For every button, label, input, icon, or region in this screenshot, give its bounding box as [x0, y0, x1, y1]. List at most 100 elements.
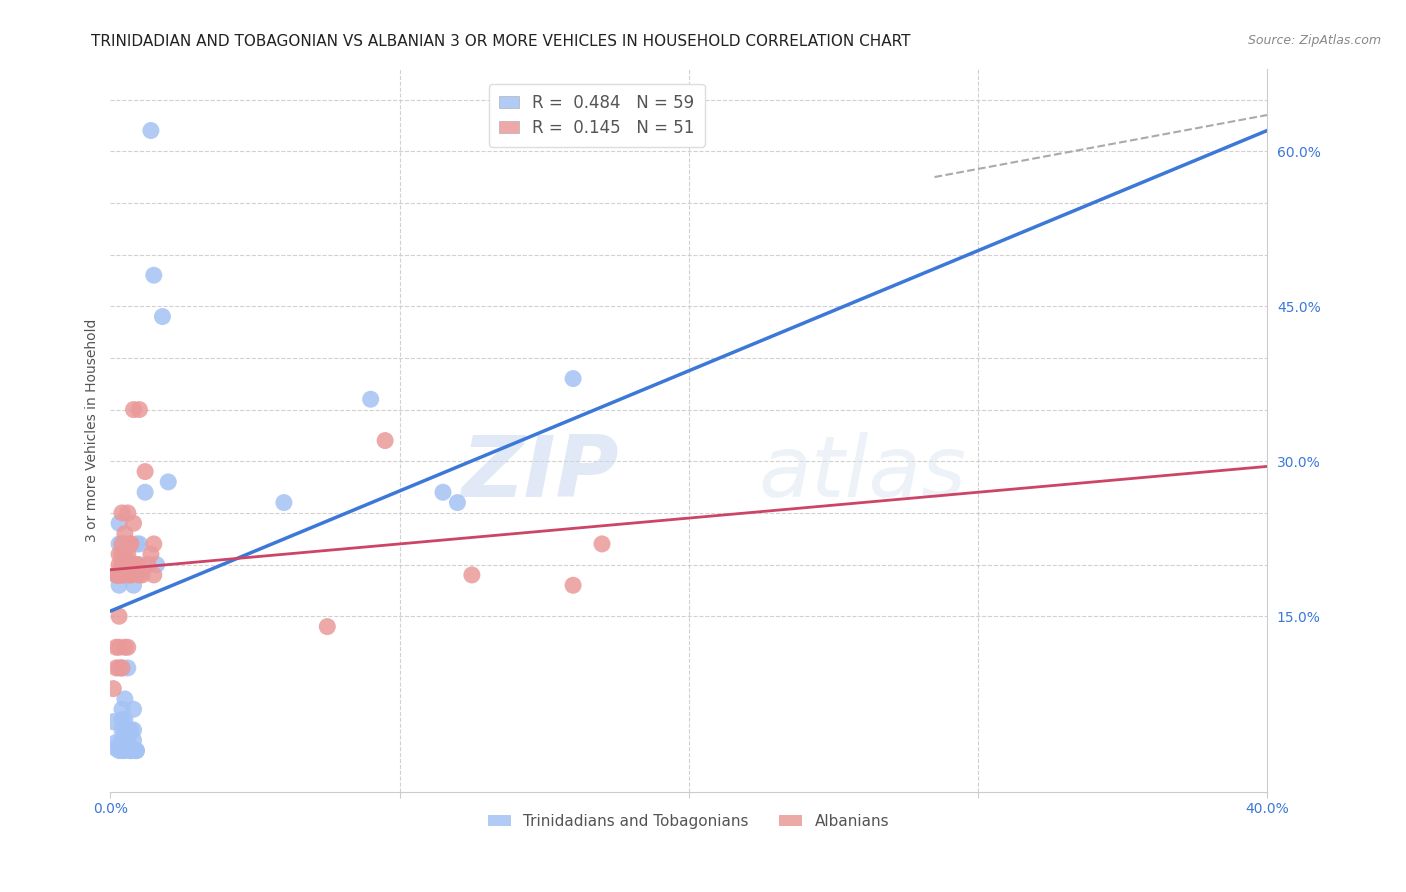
Point: [128, 558, 150, 572]
Point: [114, 547, 136, 561]
Point: [114, 568, 136, 582]
Point: [111, 568, 134, 582]
Point: [591, 537, 613, 551]
Point: [131, 568, 153, 582]
Point: [117, 733, 139, 747]
Point: [432, 485, 454, 500]
Point: [108, 744, 131, 758]
Point: [105, 568, 128, 582]
Point: [108, 640, 131, 655]
Point: [122, 578, 145, 592]
Point: [142, 537, 165, 551]
Point: [114, 723, 136, 737]
Point: [108, 661, 131, 675]
Point: [114, 547, 136, 561]
Point: [125, 568, 148, 582]
Point: [562, 578, 585, 592]
Point: [145, 558, 167, 572]
Point: [117, 661, 139, 675]
Point: [114, 723, 136, 737]
Point: [114, 558, 136, 572]
Point: [111, 558, 134, 572]
Point: [111, 661, 134, 675]
Point: [120, 537, 142, 551]
Point: [142, 268, 165, 283]
Point: [139, 547, 162, 561]
Point: [108, 537, 131, 551]
Point: [117, 733, 139, 747]
Point: [111, 744, 134, 758]
Point: [122, 516, 145, 531]
Text: TRINIDADIAN AND TOBAGONIAN VS ALBANIAN 3 OR MORE VEHICLES IN HOUSEHOLD CORRELATI: TRINIDADIAN AND TOBAGONIAN VS ALBANIAN 3…: [91, 34, 911, 49]
Point: [111, 733, 134, 747]
Point: [117, 568, 139, 582]
Point: [111, 723, 134, 737]
Point: [111, 537, 134, 551]
Point: [111, 537, 134, 551]
Point: [108, 609, 131, 624]
Point: [134, 485, 156, 500]
Point: [105, 741, 128, 756]
Point: [128, 568, 150, 582]
Point: [108, 558, 131, 572]
Y-axis label: 3 or more Vehicles in Household: 3 or more Vehicles in Household: [86, 318, 100, 542]
Point: [111, 661, 134, 675]
Text: ZIP: ZIP: [461, 432, 620, 516]
Point: [114, 568, 136, 582]
Point: [117, 547, 139, 561]
Point: [111, 558, 134, 572]
Point: [125, 744, 148, 758]
Point: [108, 578, 131, 592]
Point: [120, 568, 142, 582]
Point: [120, 537, 142, 551]
Point: [122, 723, 145, 737]
Point: [111, 568, 134, 582]
Point: [108, 547, 131, 561]
Point: [114, 537, 136, 551]
Point: [120, 568, 142, 582]
Point: [111, 506, 134, 520]
Point: [120, 558, 142, 572]
Point: [120, 723, 142, 737]
Point: [114, 640, 136, 655]
Point: [128, 402, 150, 417]
Point: [120, 744, 142, 758]
Point: [316, 619, 339, 633]
Point: [108, 568, 131, 582]
Point: [108, 568, 131, 582]
Point: [142, 568, 165, 582]
Point: [114, 558, 136, 572]
Point: [152, 310, 174, 324]
Point: [120, 558, 142, 572]
Text: atlas: atlas: [758, 432, 966, 516]
Point: [114, 692, 136, 706]
Point: [125, 744, 148, 758]
Point: [273, 495, 295, 509]
Point: [122, 733, 145, 747]
Point: [120, 744, 142, 758]
Point: [103, 714, 125, 729]
Point: [105, 661, 128, 675]
Point: [117, 723, 139, 737]
Point: [114, 713, 136, 727]
Point: [105, 735, 128, 749]
Point: [360, 392, 382, 407]
Point: [139, 123, 162, 137]
Point: [111, 702, 134, 716]
Point: [117, 558, 139, 572]
Point: [125, 558, 148, 572]
Point: [122, 402, 145, 417]
Point: [157, 475, 180, 489]
Point: [111, 713, 134, 727]
Point: [103, 681, 125, 696]
Point: [105, 640, 128, 655]
Point: [128, 537, 150, 551]
Point: [125, 558, 148, 572]
Legend: Trinidadians and Tobagonians, Albanians: Trinidadians and Tobagonians, Albanians: [482, 808, 896, 835]
Point: [108, 568, 131, 582]
Point: [122, 702, 145, 716]
Point: [111, 547, 134, 561]
Point: [117, 723, 139, 737]
Point: [125, 537, 148, 551]
Point: [114, 733, 136, 747]
